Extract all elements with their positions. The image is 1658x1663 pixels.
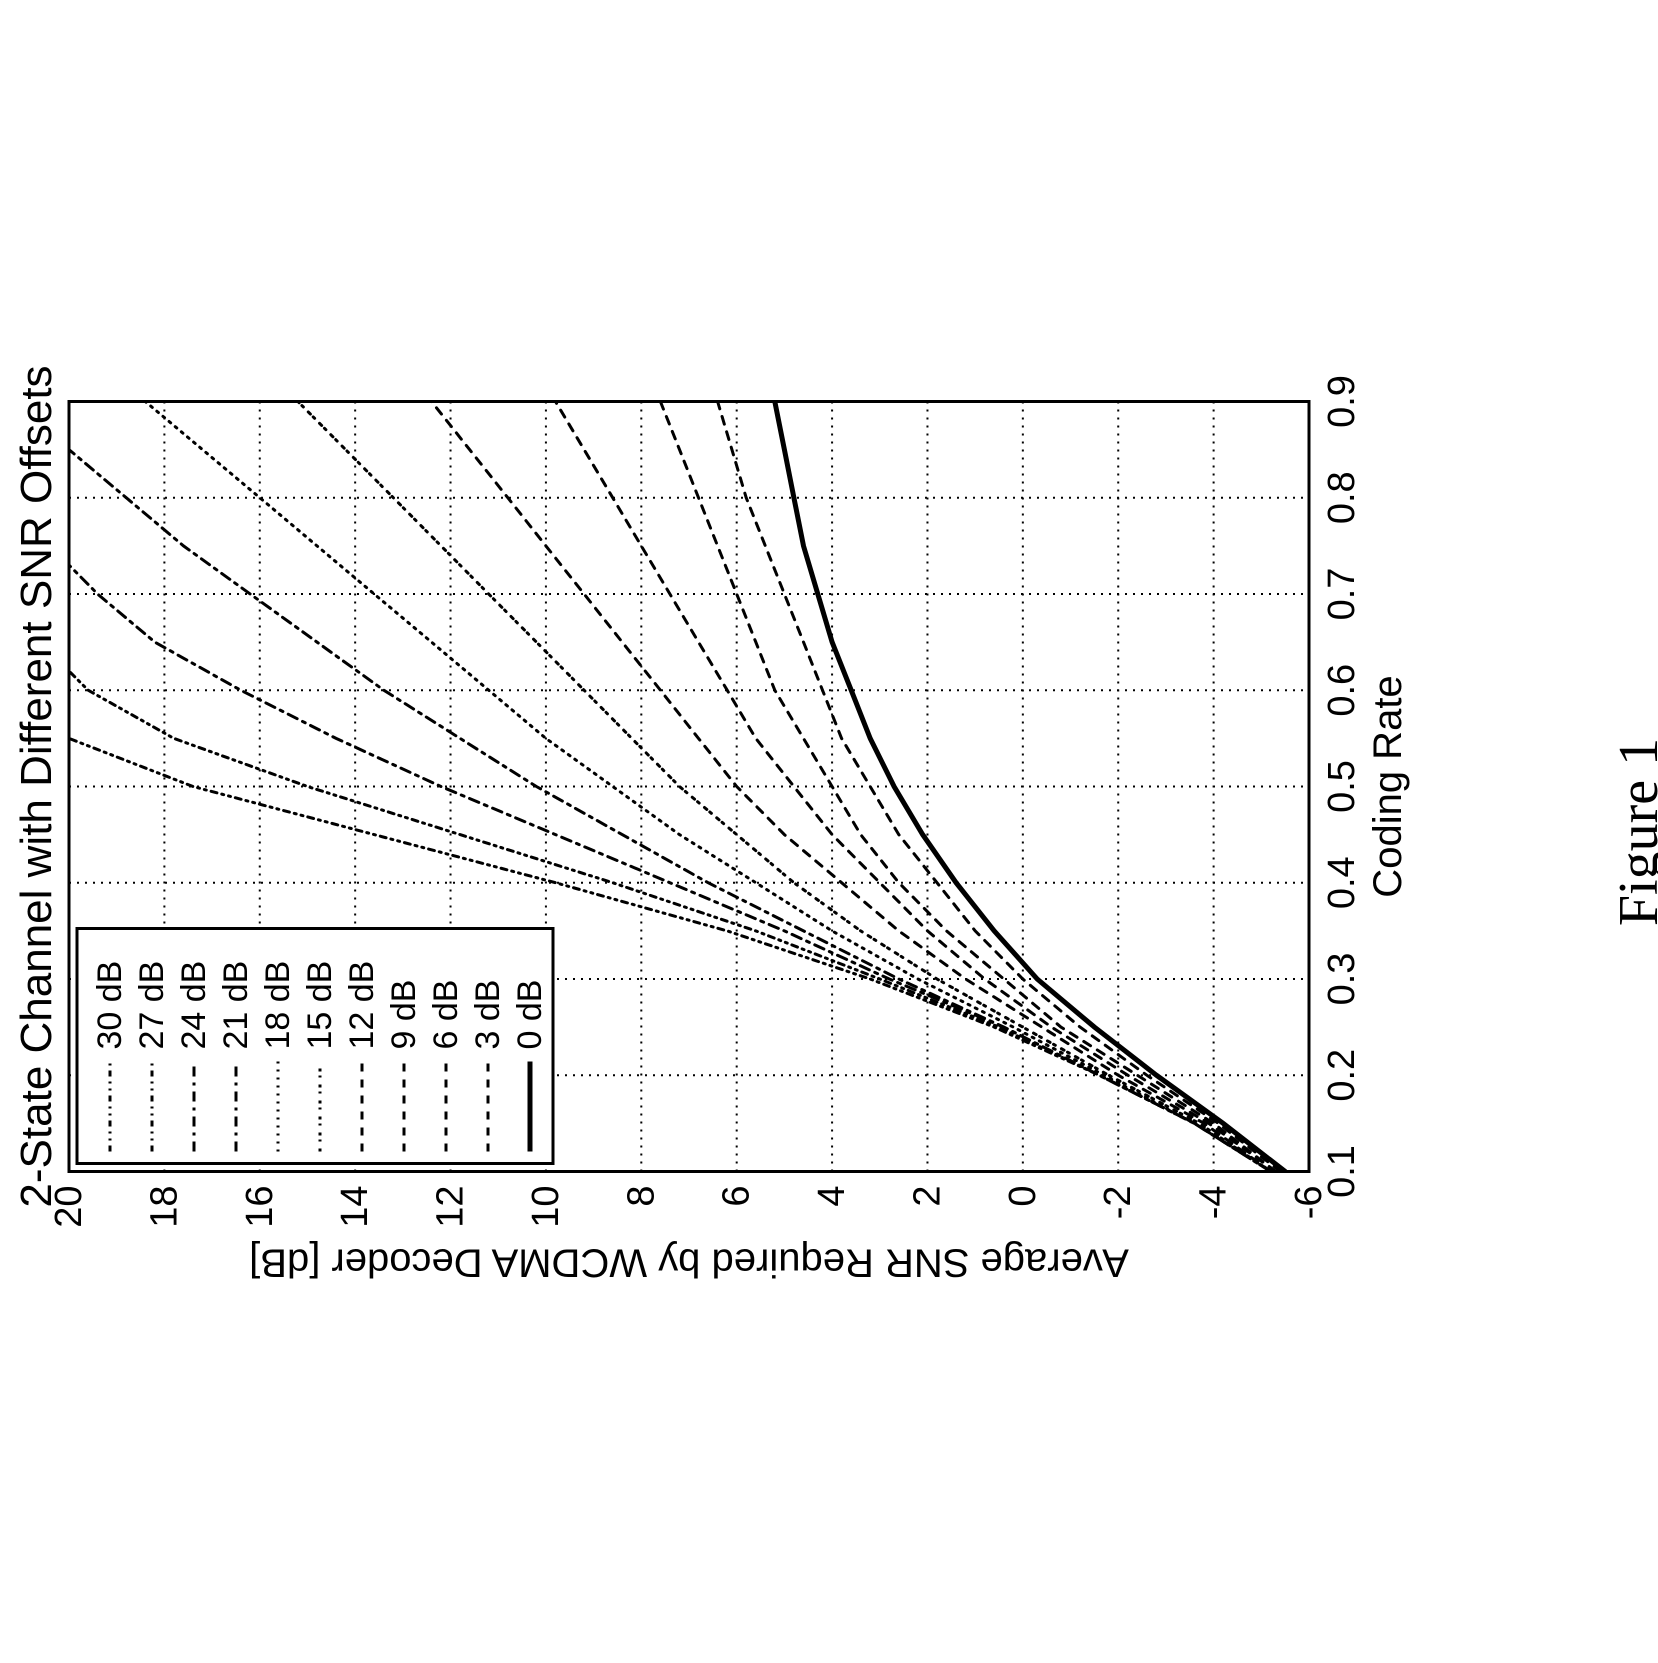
x-tick-label: 0.7 (1321, 568, 1363, 621)
x-tick-label: 0.5 (1321, 760, 1363, 813)
figure-caption: Figure 1 (1607, 737, 1658, 925)
y-tick-label: -4 (1193, 1186, 1235, 1220)
legend-label: 0 dB (511, 980, 549, 1050)
legend-label: 9 dB (385, 980, 423, 1050)
y-axis-label: Average SNR Required by WCDMA Decoder [d… (249, 1241, 1129, 1285)
legend-label: 3 dB (469, 980, 507, 1050)
x-tick-label: 0.2 (1321, 1049, 1363, 1102)
legend-label: 24 dB (175, 961, 213, 1050)
y-tick-label: 0 (1002, 1186, 1044, 1207)
legend-label: 18 dB (259, 961, 297, 1050)
legend-label: 21 dB (217, 961, 255, 1050)
chart-rotated-group: 0.10.20.30.40.50.60.70.80.9-6-4-20246810… (12, 365, 1410, 1284)
x-tick-label: 0.8 (1321, 471, 1363, 524)
legend-label: 12 dB (343, 961, 381, 1050)
x-tick-label: 0.9 (1321, 375, 1363, 428)
legend-label: 15 dB (301, 961, 339, 1050)
y-tick-label: 8 (620, 1186, 662, 1207)
chart-title: 2-State Channel with Different SNR Offse… (12, 365, 61, 1207)
x-tick-label: 0.6 (1321, 664, 1363, 717)
y-tick-label: 4 (811, 1186, 853, 1207)
legend-label: 27 dB (133, 961, 171, 1050)
y-tick-label: 2 (906, 1186, 948, 1207)
y-tick-label: 10 (525, 1186, 567, 1228)
legend-label: 30 dB (91, 961, 129, 1050)
y-tick-label: 6 (716, 1186, 758, 1207)
page-container: 0.10.20.30.40.50.60.70.80.9-6-4-20246810… (0, 0, 1658, 1663)
chart-figure: 0.10.20.30.40.50.60.70.80.9-6-4-20246810… (0, 0, 1658, 1663)
y-tick-label: 12 (430, 1186, 472, 1228)
y-tick-label: 16 (239, 1186, 281, 1228)
y-tick-label: 14 (334, 1186, 376, 1228)
x-tick-label: 0.3 (1321, 953, 1363, 1006)
legend-label: 6 dB (427, 980, 465, 1050)
x-axis-label: Coding Rate (1366, 675, 1410, 897)
y-tick-label: -6 (1288, 1186, 1330, 1220)
y-tick-label: -2 (1097, 1186, 1139, 1220)
y-tick-label: 18 (143, 1186, 185, 1228)
x-tick-label: 0.4 (1321, 856, 1363, 909)
